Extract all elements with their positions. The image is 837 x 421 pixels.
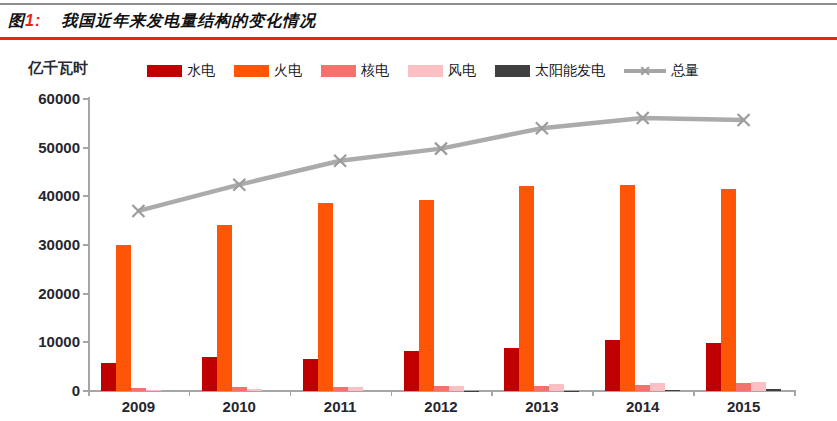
bar-水电 <box>706 343 721 391</box>
x-tick <box>88 392 90 396</box>
bar-核电 <box>635 385 650 391</box>
bar-太阳能发电 <box>665 390 680 391</box>
bar-太阳能发电 <box>766 389 781 391</box>
bar-火电 <box>620 185 635 391</box>
bar-核电 <box>333 387 348 391</box>
y-axis-line <box>88 97 90 391</box>
x-category-label: 2015 <box>709 398 779 415</box>
bar-核电 <box>534 386 549 391</box>
bar-火电 <box>217 225 232 391</box>
x-tick <box>693 392 695 396</box>
y-tick-label: 40000 <box>0 187 80 204</box>
total-line-marker-x <box>132 205 144 217</box>
y-tick-label: 10000 <box>0 333 80 350</box>
x-tick <box>794 392 796 396</box>
y-tick-label: 50000 <box>0 139 80 156</box>
bar-火电 <box>419 200 434 391</box>
y-tick-label: 60000 <box>0 90 80 107</box>
total-line-marker-x <box>637 112 649 124</box>
bar-火电 <box>519 186 534 391</box>
x-category-label: 2012 <box>406 398 476 415</box>
y-tick <box>83 293 88 295</box>
bar-水电 <box>504 348 519 391</box>
bar-水电 <box>605 340 620 391</box>
bar-核电 <box>434 386 449 391</box>
y-tick-label: 30000 <box>0 236 80 253</box>
total-line-marker-x <box>536 122 548 134</box>
x-tick <box>491 392 493 396</box>
bar-风电 <box>549 384 564 391</box>
x-tick <box>391 392 393 396</box>
bar-水电 <box>202 357 217 391</box>
x-category-label: 2009 <box>103 398 173 415</box>
y-tick <box>83 147 88 149</box>
y-tick <box>83 341 88 343</box>
total-line-marker-x <box>334 155 346 167</box>
report-figure: 图1:我国近年来发电量结构的变化情况 亿千瓦时 水电火电核电风电太阳能发电✕总量… <box>0 0 837 421</box>
total-line-path <box>138 118 743 211</box>
x-tick <box>592 392 594 396</box>
x-tick <box>290 392 292 396</box>
total-line-marker-x <box>435 143 447 155</box>
bar-火电 <box>116 245 131 391</box>
y-tick <box>83 244 88 246</box>
x-tick <box>189 392 191 396</box>
bar-风电 <box>751 382 766 391</box>
total-line-marker-x <box>738 114 750 126</box>
bar-水电 <box>404 351 419 391</box>
x-category-label: 2014 <box>608 398 678 415</box>
bar-火电 <box>721 189 736 391</box>
y-tick-label: 0 <box>0 382 80 399</box>
bar-核电 <box>232 387 247 391</box>
bar-核电 <box>131 388 146 391</box>
y-tick-label: 20000 <box>0 285 80 302</box>
x-category-label: 2010 <box>204 398 274 415</box>
bar-水电 <box>303 359 318 391</box>
plot-area: 0 10000 20000 30000 40000 50000 60000 2009 2010 2… <box>0 0 837 421</box>
x-category-label: 2011 <box>305 398 375 415</box>
bar-火电 <box>318 203 333 391</box>
bar-风电 <box>348 387 363 391</box>
bar-风电 <box>449 386 464 391</box>
bar-核电 <box>736 383 751 391</box>
y-tick <box>83 195 88 197</box>
total-line-marker-x <box>233 179 245 191</box>
bar-水电 <box>101 363 116 391</box>
x-category-label: 2013 <box>507 398 577 415</box>
bar-风电 <box>650 383 665 391</box>
bar-风电 <box>247 389 262 391</box>
bar-风电 <box>146 390 161 391</box>
y-tick <box>83 98 88 100</box>
